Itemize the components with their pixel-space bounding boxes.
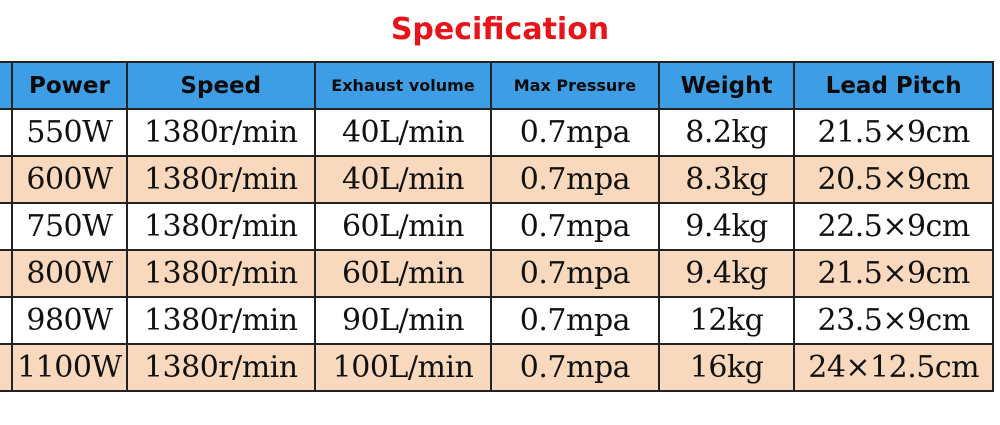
- table-row: 750W 1380r/min 60L/min 0.7mpa 9.4kg 22.5…: [0, 202, 994, 251]
- cell-lead-pitch: 20.5×9cm: [793, 155, 994, 204]
- cell-max-pressure: 0.7mpa: [490, 249, 660, 298]
- table-row: 800W 1380r/min 60L/min 0.7mpa 9.4kg 21.5…: [0, 249, 994, 298]
- table-row: 550W 1380r/min 40L/min 0.7mpa 8.2kg 21.5…: [0, 108, 994, 157]
- row-edge-cell: [0, 202, 14, 251]
- cell-weight: 9.4kg: [657, 202, 796, 251]
- row-edge-cell: [0, 108, 14, 157]
- cell-speed: 1380r/min: [125, 296, 316, 345]
- header-edge-cell: [0, 61, 14, 110]
- cell-max-pressure: 0.7mpa: [490, 343, 660, 392]
- cell-lead-pitch: 21.5×9cm: [793, 108, 994, 157]
- header-weight: Weight: [657, 61, 796, 110]
- cell-exhaust-volume: 60L/min: [313, 249, 493, 298]
- cell-power: 800W: [11, 249, 128, 298]
- cell-exhaust-volume: 40L/min: [313, 108, 493, 157]
- cell-speed: 1380r/min: [125, 108, 316, 157]
- header-lead-pitch: Lead Pitch: [793, 61, 994, 110]
- cell-max-pressure: 0.7mpa: [490, 108, 660, 157]
- cell-max-pressure: 0.7mpa: [490, 202, 660, 251]
- row-edge-cell: [0, 296, 14, 345]
- page-title: Specification: [390, 12, 610, 47]
- cell-weight: 12kg: [657, 296, 796, 345]
- table-row: 600W 1380r/min 40L/min 0.7mpa 8.3kg 20.5…: [0, 155, 994, 204]
- cell-exhaust-volume: 40L/min: [313, 155, 493, 204]
- row-edge-cell: [0, 249, 14, 298]
- header-exhaust-volume: Exhaust volume: [313, 61, 493, 110]
- cell-power: 550W: [11, 108, 128, 157]
- cell-lead-pitch: 23.5×9cm: [793, 296, 994, 345]
- cell-exhaust-volume: 90L/min: [313, 296, 493, 345]
- spec-table: Power Speed Exhaust volume Max Pressure …: [0, 61, 994, 392]
- cell-power: 600W: [11, 155, 128, 204]
- cell-speed: 1380r/min: [125, 202, 316, 251]
- cell-weight: 9.4kg: [657, 249, 796, 298]
- cell-max-pressure: 0.7mpa: [490, 296, 660, 345]
- cell-speed: 1380r/min: [125, 249, 316, 298]
- cell-lead-pitch: 24×12.5cm: [793, 343, 994, 392]
- cell-power: 1100W: [11, 343, 128, 392]
- cell-weight: 8.2kg: [657, 108, 796, 157]
- cell-exhaust-volume: 100L/min: [313, 343, 493, 392]
- row-edge-cell: [0, 343, 14, 392]
- header-max-pressure: Max Pressure: [490, 61, 660, 110]
- cell-lead-pitch: 21.5×9cm: [793, 249, 994, 298]
- header-power: Power: [11, 61, 128, 110]
- cell-weight: 16kg: [657, 343, 796, 392]
- header-speed: Speed: [125, 61, 316, 110]
- table-row: 980W 1380r/min 90L/min 0.7mpa 12kg 23.5×…: [0, 296, 994, 345]
- cell-exhaust-volume: 60L/min: [313, 202, 493, 251]
- table-row: 1100W 1380r/min 100L/min 0.7mpa 16kg 24×…: [0, 343, 994, 392]
- header-row: Power Speed Exhaust volume Max Pressure …: [0, 61, 994, 110]
- cell-power: 980W: [11, 296, 128, 345]
- cell-speed: 1380r/min: [125, 343, 316, 392]
- cell-lead-pitch: 22.5×9cm: [793, 202, 994, 251]
- cell-power: 750W: [11, 202, 128, 251]
- row-edge-cell: [0, 155, 14, 204]
- cell-max-pressure: 0.7mpa: [490, 155, 660, 204]
- cell-speed: 1380r/min: [125, 155, 316, 204]
- cell-weight: 8.3kg: [657, 155, 796, 204]
